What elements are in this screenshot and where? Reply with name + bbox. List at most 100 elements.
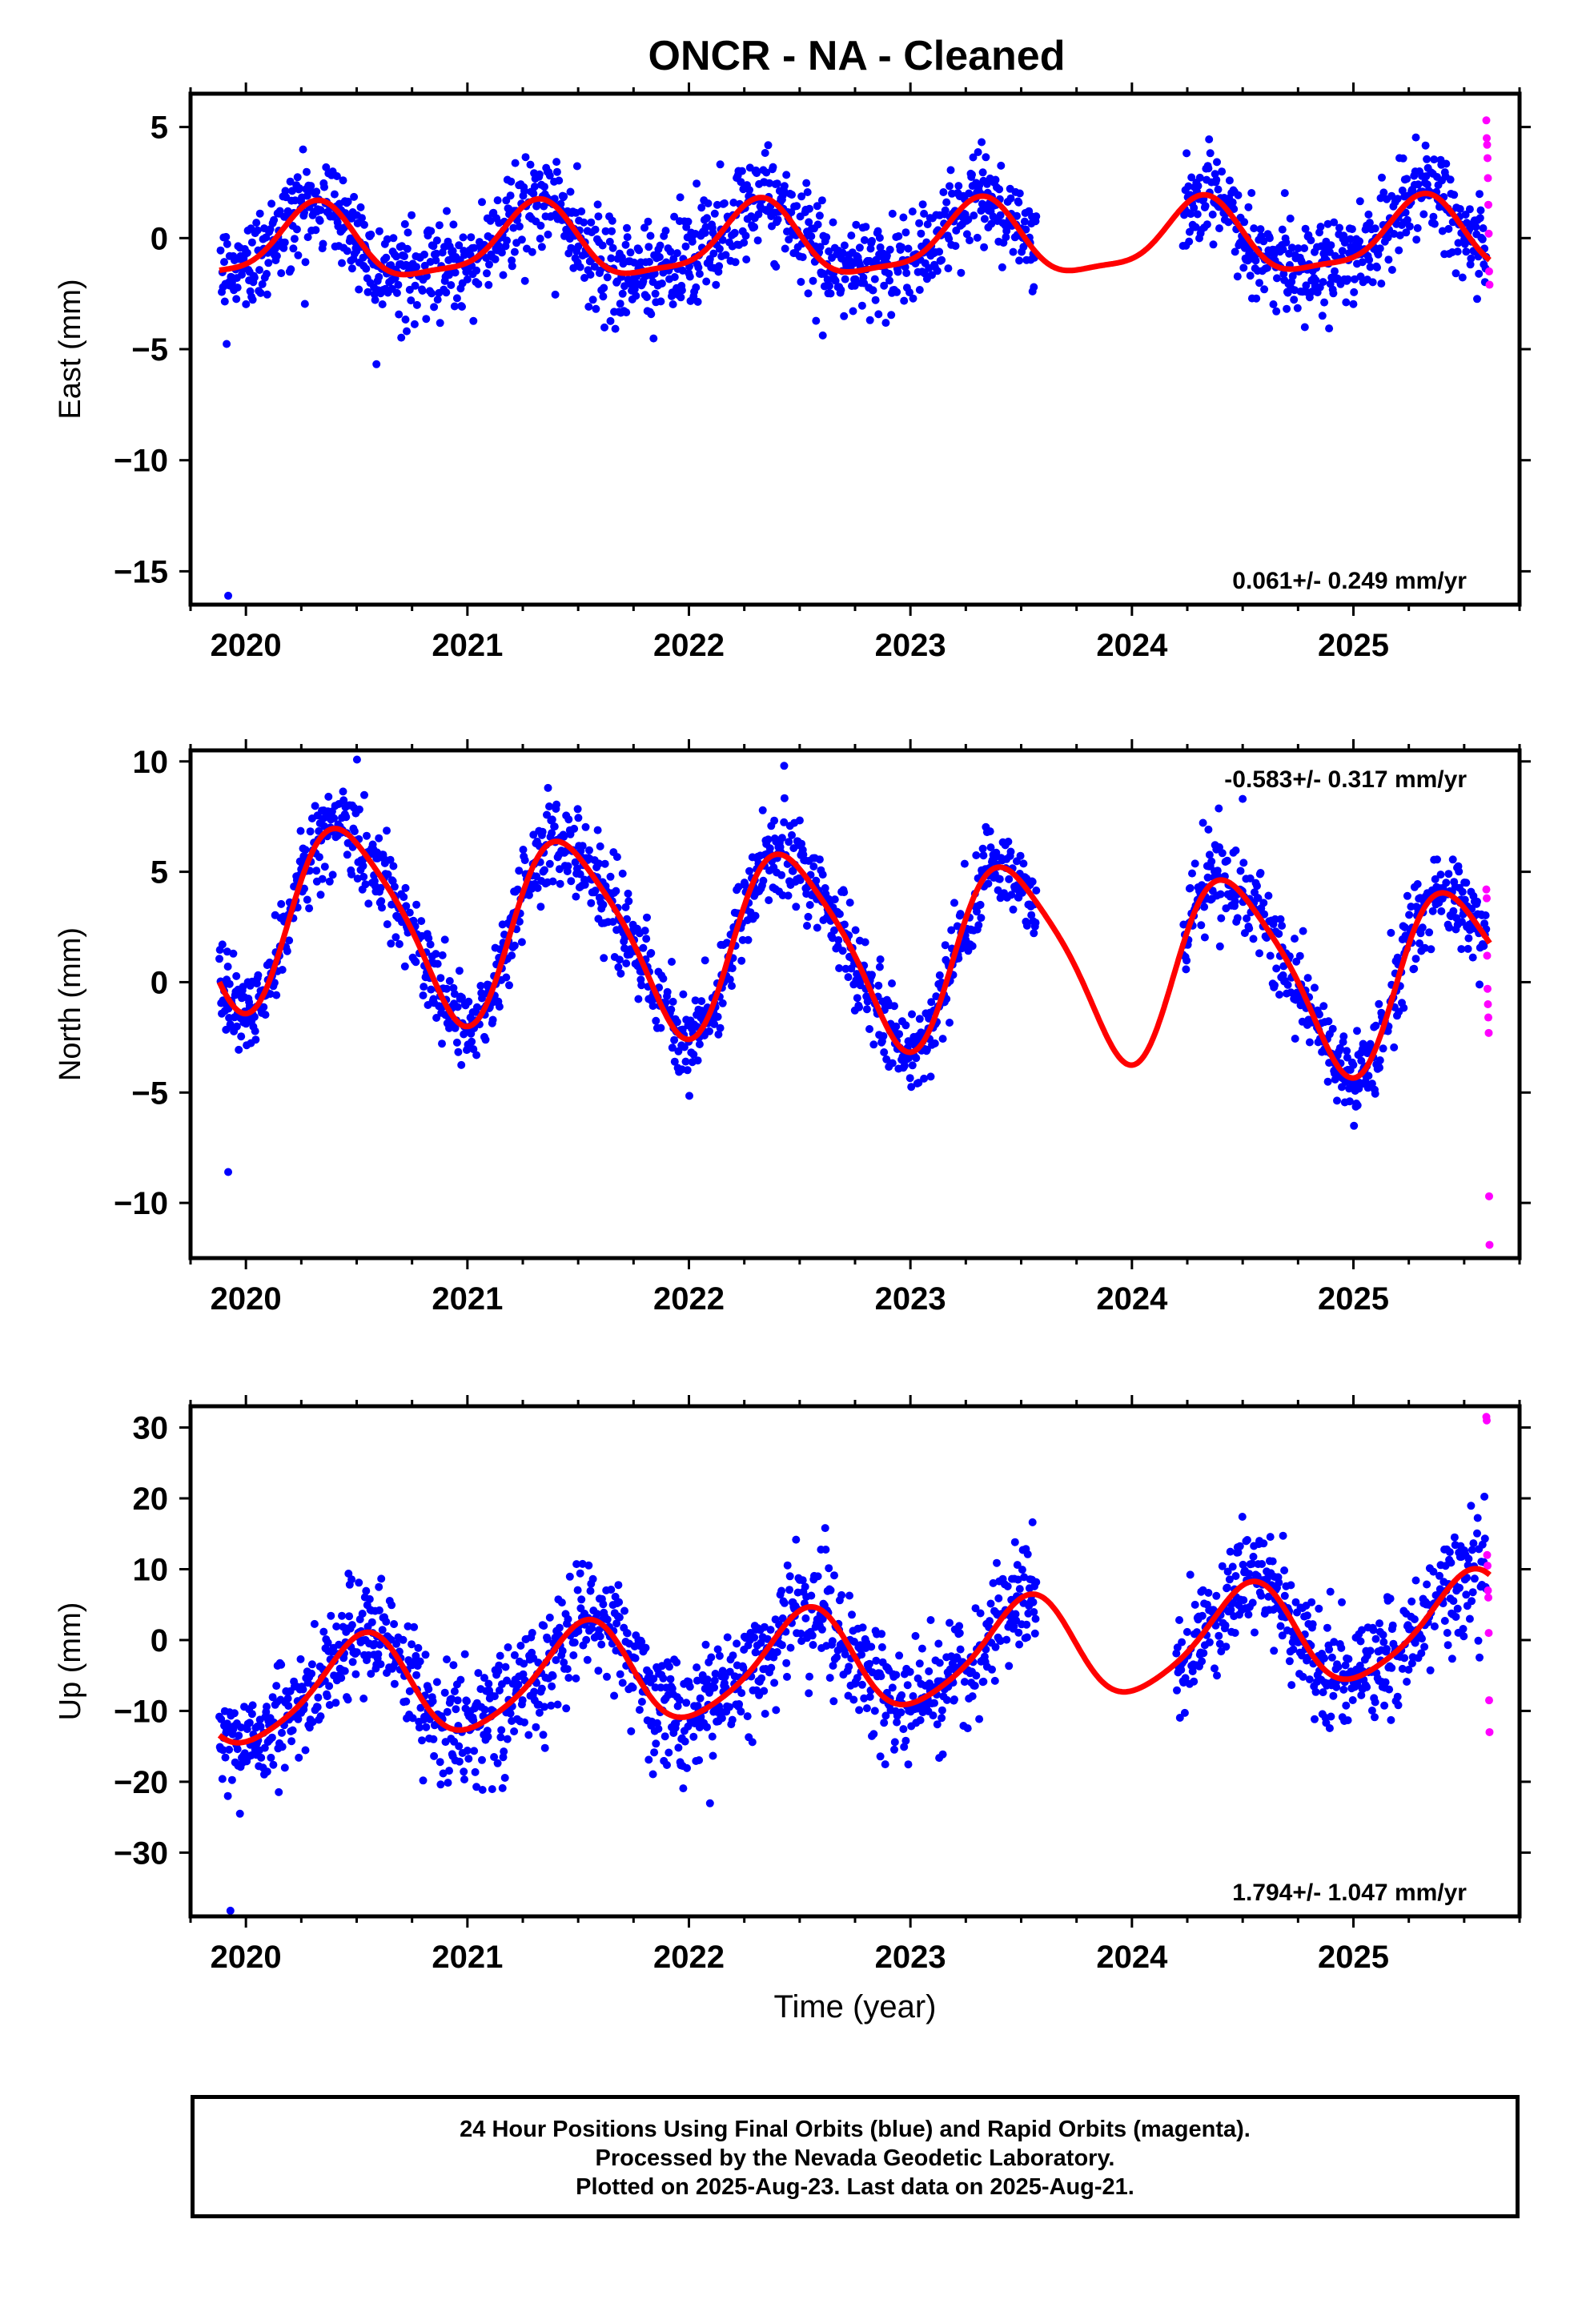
final-point [1458, 918, 1466, 927]
final-point [1373, 263, 1381, 271]
final-point [532, 1723, 540, 1731]
final-point [797, 1629, 805, 1638]
final-point [712, 280, 721, 289]
final-point [904, 1760, 913, 1769]
final-point [1436, 870, 1445, 879]
final-point [805, 901, 814, 909]
final-point [508, 951, 516, 960]
final-point [1300, 244, 1309, 252]
final-point [436, 974, 445, 983]
final-point [463, 1697, 471, 1706]
final-point [311, 226, 320, 235]
final-point [1358, 1626, 1366, 1634]
final-point [978, 844, 987, 853]
final-point [1400, 923, 1409, 931]
final-point [807, 232, 816, 240]
final-point [495, 1661, 504, 1670]
final-point [897, 243, 906, 251]
final-point [508, 262, 516, 271]
final-point [548, 877, 557, 886]
final-point [804, 289, 813, 298]
final-point [296, 1655, 305, 1663]
final-point [290, 235, 299, 243]
final-point [303, 233, 312, 242]
final-point [979, 1677, 988, 1686]
final-point [484, 1679, 493, 1688]
final-point [869, 1730, 878, 1739]
final-point [263, 1767, 271, 1776]
final-point [717, 1714, 726, 1723]
final-point [1182, 965, 1191, 974]
final-point [1249, 935, 1258, 943]
final-point [614, 1581, 623, 1590]
final-point [994, 1594, 1003, 1602]
final-point [930, 1039, 939, 1047]
final-point [1285, 1657, 1294, 1666]
final-point [515, 222, 524, 231]
final-point [725, 975, 734, 984]
final-point [1005, 1662, 1014, 1671]
final-point [1423, 180, 1431, 189]
final-point [968, 1692, 977, 1701]
final-point [710, 1683, 719, 1692]
final-point [448, 247, 457, 255]
final-point [635, 246, 644, 255]
final-point [1291, 286, 1299, 295]
final-point [383, 920, 391, 929]
final-point [858, 1623, 867, 1632]
final-point [1311, 1687, 1320, 1696]
final-point [573, 805, 582, 814]
final-point [587, 899, 596, 907]
final-point [495, 1686, 504, 1695]
final-point [1275, 1578, 1283, 1587]
final-point [1198, 1611, 1207, 1620]
final-point [383, 826, 391, 835]
final-point [968, 171, 976, 179]
final-point [1356, 1637, 1365, 1646]
final-point [1371, 1634, 1380, 1643]
final-point [1215, 804, 1223, 813]
final-point [982, 153, 990, 162]
final-point [927, 998, 936, 1007]
final-point [1285, 249, 1294, 258]
final-point [685, 1092, 693, 1100]
final-point [1200, 933, 1209, 942]
final-point [1259, 237, 1268, 246]
final-point [570, 1638, 579, 1647]
final-point [217, 1715, 226, 1723]
final-point [573, 1586, 582, 1594]
final-point [1257, 1591, 1266, 1600]
final-point [1190, 1677, 1199, 1686]
final-point [837, 286, 845, 295]
final-point [885, 276, 893, 285]
final-point [830, 926, 838, 935]
final-point [1393, 1692, 1402, 1701]
final-point [764, 835, 773, 844]
final-point [305, 904, 314, 913]
final-point [359, 1695, 368, 1703]
final-point [628, 1683, 637, 1692]
final-point [535, 170, 544, 179]
final-point [545, 171, 554, 180]
final-point [1023, 1550, 1032, 1558]
final-point [996, 211, 1005, 219]
final-point [751, 911, 760, 920]
final-point [263, 290, 271, 299]
final-point [1298, 1651, 1307, 1660]
final-point [412, 1651, 420, 1660]
final-point [665, 1748, 673, 1757]
final-point [813, 202, 821, 211]
final-point [332, 1622, 341, 1630]
final-point [567, 877, 576, 886]
final-point [901, 1021, 910, 1030]
final-point [616, 300, 624, 308]
final-point [621, 240, 630, 249]
final-point [1348, 1696, 1357, 1704]
final-point [497, 1726, 506, 1735]
final-point [909, 294, 917, 303]
final-point [483, 269, 491, 278]
final-point [1030, 1608, 1038, 1616]
final-point [576, 1569, 584, 1578]
final-point [917, 229, 926, 238]
final-point [325, 1701, 334, 1709]
